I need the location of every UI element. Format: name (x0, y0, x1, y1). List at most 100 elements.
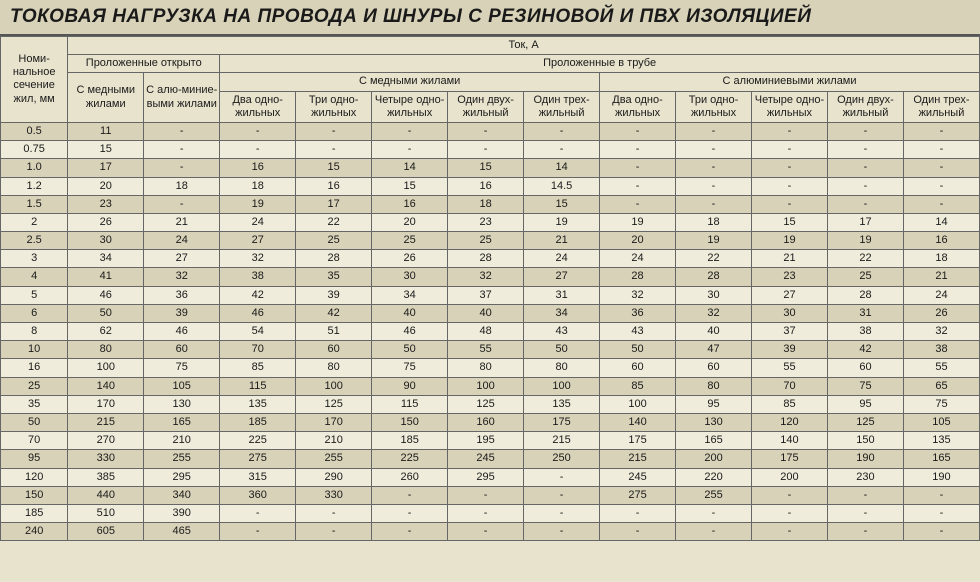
cell-value: 14 (372, 159, 448, 177)
cell-section: 3 (1, 250, 68, 268)
cell-value: 390 (144, 504, 220, 522)
table-row: 95330255275255225245250215200175190165 (1, 450, 980, 468)
table-row: 1.523-1917161815----- (1, 195, 980, 213)
cell-value: 200 (676, 450, 752, 468)
cell-value: 38 (220, 268, 296, 286)
hdr-c5: Один трех-жильный (524, 91, 600, 122)
cell-value: 30 (372, 268, 448, 286)
cell-value: - (752, 195, 828, 213)
cell-value: 100 (448, 377, 524, 395)
cell-value: - (600, 159, 676, 177)
cell-value: 51 (296, 323, 372, 341)
cell-value: 21 (144, 213, 220, 231)
cell-value: 43 (600, 323, 676, 341)
cell-value: 27 (220, 232, 296, 250)
cell-section: 1.0 (1, 159, 68, 177)
table-row: 1.220181816151614.5----- (1, 177, 980, 195)
cell-value: - (372, 141, 448, 159)
table-row: 185510390---------- (1, 504, 980, 522)
cell-section: 6 (1, 304, 68, 322)
cell-value: 270 (68, 432, 144, 450)
cell-value: 160 (448, 413, 524, 431)
cell-value: 32 (220, 250, 296, 268)
cell-value: - (600, 523, 676, 541)
cell-value: 34 (524, 304, 600, 322)
cell-value: 260 (372, 468, 448, 486)
cell-value: 40 (676, 323, 752, 341)
cell-value: - (903, 122, 979, 140)
cell-value: - (827, 159, 903, 177)
table-row: 1.017-1615141514----- (1, 159, 980, 177)
cell-value: 140 (600, 413, 676, 431)
cell-value: 255 (144, 450, 220, 468)
cell-value: 100 (296, 377, 372, 395)
cell-value: - (524, 486, 600, 504)
table-body: 0.511-----------0.7515-----------1.017-1… (1, 122, 980, 540)
cell-value: 14 (524, 159, 600, 177)
cell-value: - (144, 159, 220, 177)
cell-value: 32 (448, 268, 524, 286)
cell-value: - (448, 141, 524, 159)
cell-value: 37 (752, 323, 828, 341)
cell-value: 255 (296, 450, 372, 468)
cell-value: 165 (144, 413, 220, 431)
cell-value: 34 (372, 286, 448, 304)
cell-value: 19 (524, 213, 600, 231)
cell-value: 21 (903, 268, 979, 286)
cell-value: 19 (220, 195, 296, 213)
cell-value: 39 (144, 304, 220, 322)
cell-value: - (752, 141, 828, 159)
cell-value: 605 (68, 523, 144, 541)
cell-value: 32 (600, 286, 676, 304)
cell-value: 175 (600, 432, 676, 450)
cell-value: 225 (220, 432, 296, 450)
cell-value: 75 (827, 377, 903, 395)
cell-value: 14.5 (524, 177, 600, 195)
table-row: 25140105115100901001008580707565 (1, 377, 980, 395)
cell-value: 30 (676, 286, 752, 304)
cell-value: 50 (372, 341, 448, 359)
cell-value: - (827, 141, 903, 159)
hdr-c3: Четыре одно-жильных (372, 91, 448, 122)
cell-value: 28 (600, 268, 676, 286)
cell-section: 2 (1, 213, 68, 231)
cell-value: 28 (827, 286, 903, 304)
cell-section: 25 (1, 377, 68, 395)
cell-value: 28 (676, 268, 752, 286)
cell-value: 60 (827, 359, 903, 377)
cell-value: 70 (220, 341, 296, 359)
cell-value: 90 (372, 377, 448, 395)
table-row: 70270210225210185195215175165140150135 (1, 432, 980, 450)
cell-value: 55 (752, 359, 828, 377)
cell-value: 31 (827, 304, 903, 322)
cell-value: - (220, 122, 296, 140)
cell-value: 185 (372, 432, 448, 450)
table-row: 0.511----------- (1, 122, 980, 140)
cell-value: 31 (524, 286, 600, 304)
cell-value: 140 (752, 432, 828, 450)
cell-section: 0.5 (1, 122, 68, 140)
cell-value: 135 (903, 432, 979, 450)
cell-section: 95 (1, 450, 68, 468)
cell-section: 1.5 (1, 195, 68, 213)
cell-value: 15 (524, 195, 600, 213)
cell-value: 41 (68, 268, 144, 286)
cell-value: 39 (296, 286, 372, 304)
cell-value: 190 (903, 468, 979, 486)
cell-value: 80 (68, 341, 144, 359)
cell-value: 255 (676, 486, 752, 504)
cell-value: 65 (903, 377, 979, 395)
cell-value: 250 (524, 450, 600, 468)
cell-value: 42 (220, 286, 296, 304)
cell-value: 330 (68, 450, 144, 468)
cell-value: - (903, 177, 979, 195)
cell-value: 32 (903, 323, 979, 341)
cell-section: 16 (1, 359, 68, 377)
cell-value: 245 (448, 450, 524, 468)
cell-value: 11 (68, 122, 144, 140)
cell-value: 50 (524, 341, 600, 359)
cell-value: 19 (600, 213, 676, 231)
cell-value: 315 (220, 468, 296, 486)
cell-value: 25 (448, 232, 524, 250)
hdr-pipe: Проложенные в трубе (220, 55, 980, 73)
